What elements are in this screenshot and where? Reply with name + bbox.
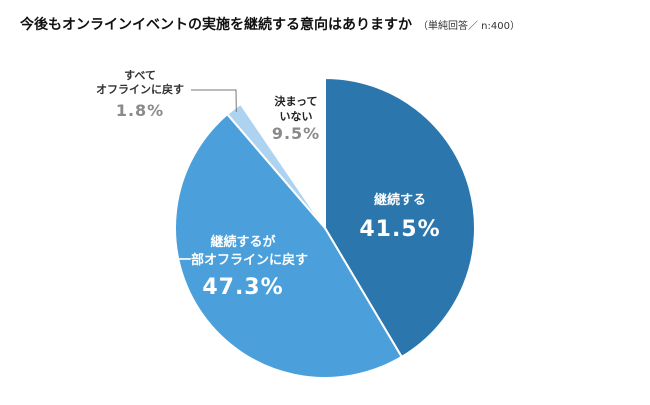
slice-label-0-0: 継続する xyxy=(374,192,426,208)
chart-title-text: 今後もオンラインイベントの実施を継続する意向はありますか xyxy=(20,17,412,33)
slice-label-1-1: 一部オフラインに戻す xyxy=(178,252,308,268)
pie-slice-3 xyxy=(239,76,326,232)
slice-label-2-0: すべて xyxy=(124,69,156,82)
slice-label-1-0: 継続するが xyxy=(210,234,275,250)
slice-value-1: 47.3% xyxy=(202,275,283,300)
slice-label-3-0: 決まって xyxy=(274,94,317,108)
chart-note: （単純回答／ n:400） xyxy=(418,21,520,32)
pie-slice-1 xyxy=(174,112,404,379)
leader-line xyxy=(191,89,237,113)
slice-value-0: 41.5% xyxy=(359,217,440,242)
slice-value-3: 9.5% xyxy=(272,124,320,143)
slice-label-2-1: オフラインに戻す xyxy=(96,82,184,96)
slice-value-2: 1.8% xyxy=(116,101,164,120)
slice-label-3-1: いない xyxy=(280,110,313,123)
pie-slice-0 xyxy=(324,76,476,359)
chart-title: 今後もオンラインイベントの実施を継続する意向はありますか （単純回答／ n:400… xyxy=(20,14,520,34)
